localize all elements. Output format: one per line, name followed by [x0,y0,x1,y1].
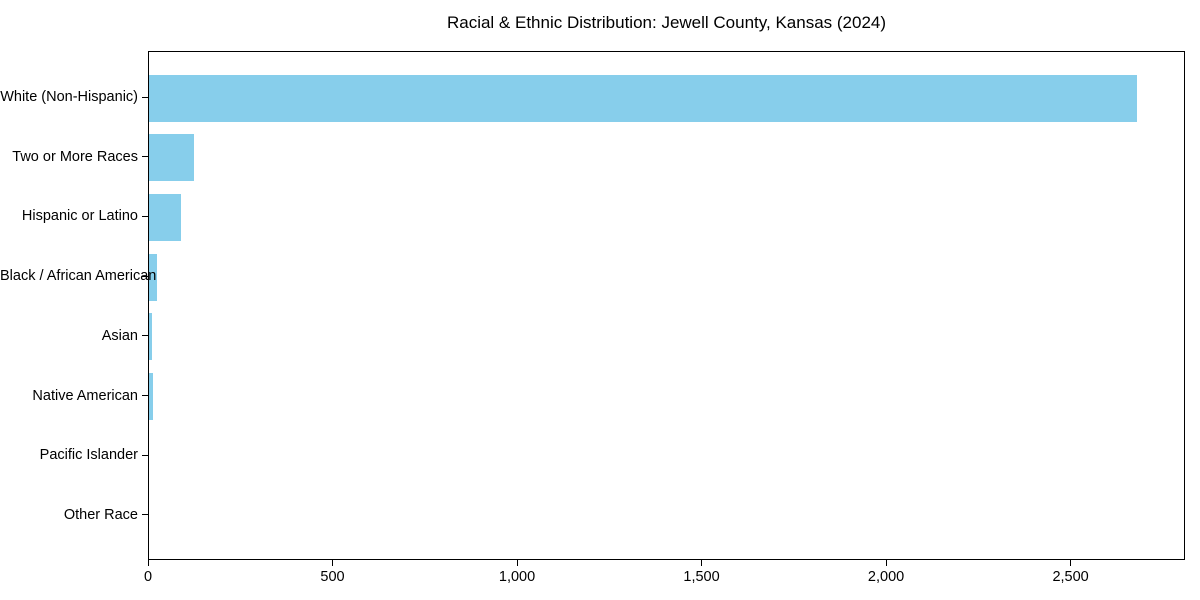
bar [149,373,153,420]
x-tick-mark [885,560,887,566]
bar [149,193,181,241]
y-tick-mark [142,514,148,516]
y-tick-mark [142,215,148,217]
x-tick-label: 2,500 [1052,569,1089,585]
x-tick-label: 1,500 [683,569,720,585]
y-tick-label: Other Race [63,506,138,523]
x-tick-mark [332,560,334,566]
bar [149,74,1137,122]
x-tick-label: 1,000 [498,569,536,585]
y-tick-mark [142,454,148,456]
y-tick-label: Pacific Islander [39,447,138,464]
y-tick-mark [142,395,148,396]
bar [149,313,152,361]
x-tick-mark [516,560,518,566]
y-tick-label: Two or More Races [12,148,138,165]
y-tick-label: Asian [101,327,138,344]
x-tick-mark [1070,560,1072,566]
y-tick-label: Black / African American [0,268,157,285]
y-tick-mark [142,156,148,158]
x-tick-label: 0 [143,569,153,585]
x-tick-label: 500 [320,569,345,585]
y-tick-mark [142,275,148,277]
y-tick-mark [142,335,148,337]
x-tick-label: 2,000 [867,569,905,585]
y-tick-label: White (Non-Hispanic) [0,89,138,105]
x-tick-mark [701,560,703,566]
y-tick-mark [142,96,148,98]
y-tick-label: Hispanic or Latino [21,208,138,225]
bar [149,134,194,182]
bar [149,253,158,301]
plot-area [148,51,1185,560]
chart-title: Racial & Ethnic Distribution: Jewell Cou… [446,13,887,32]
y-tick-label: Native American [32,387,138,404]
x-tick-mark [147,560,149,566]
